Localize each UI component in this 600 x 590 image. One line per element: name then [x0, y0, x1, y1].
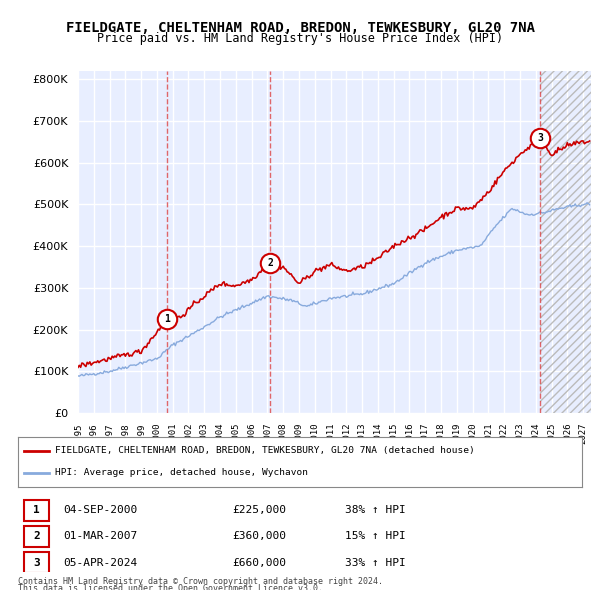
Text: £660,000: £660,000: [232, 558, 286, 568]
Text: 2: 2: [33, 532, 40, 542]
Text: 38% ↑ HPI: 38% ↑ HPI: [345, 505, 406, 515]
Text: 2: 2: [267, 258, 273, 268]
Text: 01-MAR-2007: 01-MAR-2007: [63, 532, 137, 542]
Text: 3: 3: [33, 558, 40, 568]
FancyBboxPatch shape: [23, 500, 49, 520]
FancyBboxPatch shape: [23, 526, 49, 547]
Text: FIELDGATE, CHELTENHAM ROAD, BREDON, TEWKESBURY, GL20 7NA (detached house): FIELDGATE, CHELTENHAM ROAD, BREDON, TEWK…: [55, 446, 475, 455]
Text: This data is licensed under the Open Government Licence v3.0.: This data is licensed under the Open Gov…: [18, 584, 323, 590]
FancyBboxPatch shape: [23, 552, 49, 573]
Text: HPI: Average price, detached house, Wychavon: HPI: Average price, detached house, Wych…: [55, 468, 308, 477]
Text: 33% ↑ HPI: 33% ↑ HPI: [345, 558, 406, 568]
Text: 3: 3: [537, 133, 543, 143]
Text: £360,000: £360,000: [232, 532, 286, 542]
Text: 1: 1: [164, 314, 170, 324]
Text: £225,000: £225,000: [232, 505, 286, 515]
Text: 04-SEP-2000: 04-SEP-2000: [63, 505, 137, 515]
Text: FIELDGATE, CHELTENHAM ROAD, BREDON, TEWKESBURY, GL20 7NA: FIELDGATE, CHELTENHAM ROAD, BREDON, TEWK…: [65, 21, 535, 35]
Text: Contains HM Land Registry data © Crown copyright and database right 2024.: Contains HM Land Registry data © Crown c…: [18, 577, 383, 586]
Text: Price paid vs. HM Land Registry's House Price Index (HPI): Price paid vs. HM Land Registry's House …: [97, 32, 503, 45]
Text: 15% ↑ HPI: 15% ↑ HPI: [345, 532, 406, 542]
Text: 05-APR-2024: 05-APR-2024: [63, 558, 137, 568]
Text: 1: 1: [33, 505, 40, 515]
